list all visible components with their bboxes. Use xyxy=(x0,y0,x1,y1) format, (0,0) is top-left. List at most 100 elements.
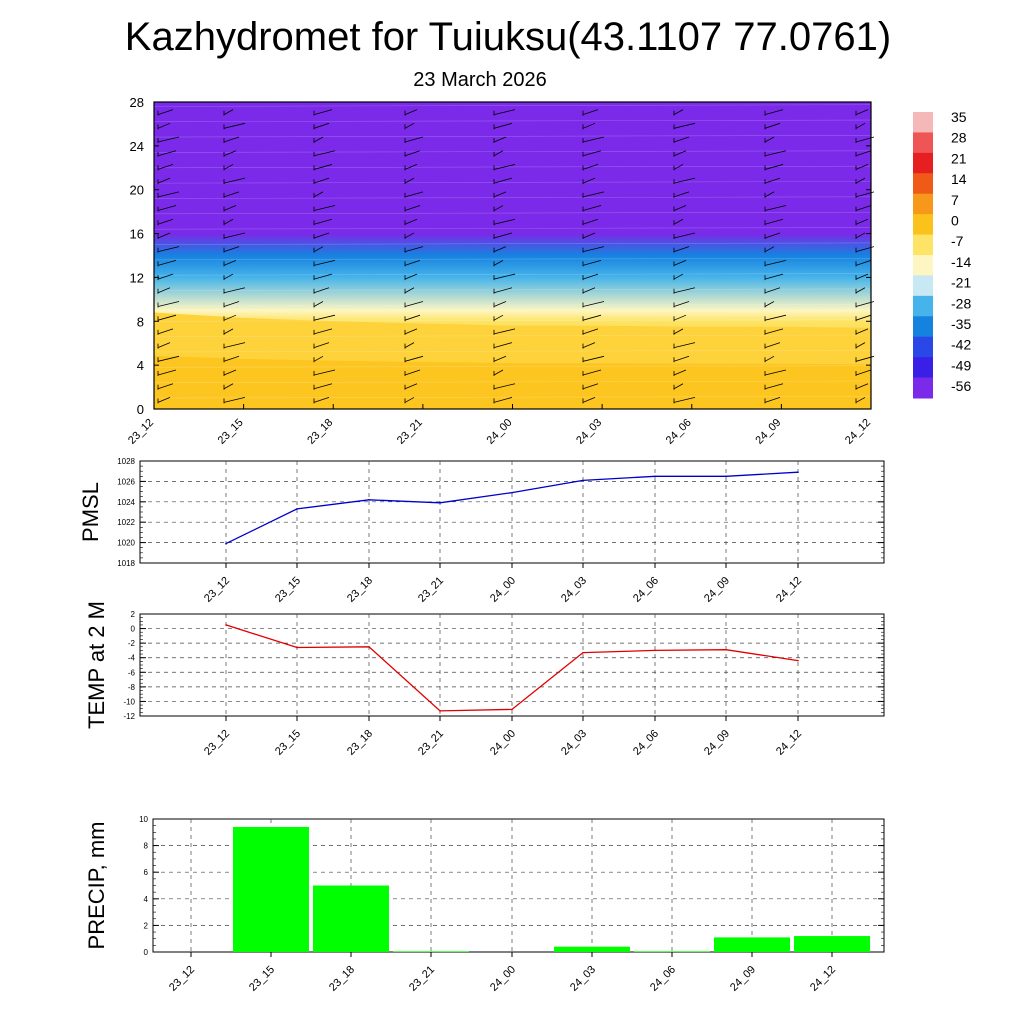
wind-barb xyxy=(855,150,872,157)
wind-barb xyxy=(673,232,696,239)
data-point xyxy=(368,645,370,648)
x-tick-label: 24_00 xyxy=(488,575,518,605)
x-tick-label: 24_09 xyxy=(728,964,758,994)
wind-barb xyxy=(855,259,872,266)
wind-barb xyxy=(582,164,599,170)
colorbar-label: -56 xyxy=(951,378,971,394)
wind-barb xyxy=(157,109,174,115)
wind-barb xyxy=(404,109,418,115)
wind-barb xyxy=(493,122,513,129)
wind-barb xyxy=(673,122,696,129)
x-tick-label: 24_03 xyxy=(568,964,598,994)
contour-line xyxy=(153,242,872,245)
data-point xyxy=(296,508,298,510)
x-tick-label: 23_21 xyxy=(416,575,446,605)
contour-line xyxy=(153,227,872,230)
y-tick-label: 2 xyxy=(131,610,136,619)
wind-barb xyxy=(157,301,180,307)
x-tick-label: 23_12 xyxy=(202,575,232,605)
y-tick-label: 1018 xyxy=(117,559,135,568)
wind-barb xyxy=(493,273,516,280)
data-point xyxy=(654,475,656,478)
x-tick-label: 24_06 xyxy=(631,575,661,605)
bar xyxy=(393,951,469,952)
wind-barb xyxy=(855,232,866,239)
wind-barb xyxy=(313,218,333,225)
wind-barb xyxy=(404,246,424,253)
wind-barb xyxy=(493,369,504,376)
x-tick-label: 24_09 xyxy=(702,575,732,605)
wind-barb xyxy=(493,246,507,253)
wind-barb xyxy=(493,177,513,184)
colorbar-swatch xyxy=(913,214,933,236)
wind-barb xyxy=(764,287,781,294)
wind-barb xyxy=(764,355,775,362)
wind-barb xyxy=(855,164,869,170)
data-point xyxy=(225,542,227,545)
wind-barb xyxy=(223,287,246,294)
wind-barb xyxy=(493,301,507,307)
chart-date: 23 March 2026 xyxy=(413,69,546,91)
wind-barb xyxy=(855,273,869,280)
wind-barb xyxy=(764,177,781,184)
wind-barb xyxy=(223,259,237,266)
x-tick-label: 24_00 xyxy=(485,417,515,447)
wind-barb xyxy=(673,218,684,225)
wind-barb xyxy=(157,232,171,239)
wind-barb xyxy=(582,355,605,362)
wind-barb xyxy=(764,301,775,307)
wind-barb xyxy=(313,342,330,348)
y-axis-label: TEMP at 2 M xyxy=(84,601,109,729)
colorbar-label: 35 xyxy=(951,109,967,125)
x-tick-label: 23_18 xyxy=(345,575,375,605)
x-tick-label: 23_12 xyxy=(167,964,197,994)
wind-barb xyxy=(223,314,237,321)
wind-barb xyxy=(157,150,177,157)
wind-barb xyxy=(404,369,421,376)
wind-barb xyxy=(673,246,690,253)
wind-barb xyxy=(673,355,690,362)
wind-barb xyxy=(582,301,605,307)
wind-barb xyxy=(764,328,784,335)
wind-barb xyxy=(582,205,602,211)
wind-barb xyxy=(764,397,781,403)
wind-barb xyxy=(493,342,513,348)
wind-barb xyxy=(404,383,418,390)
y-tick-label: 1024 xyxy=(117,498,135,507)
wind-barb xyxy=(223,205,237,211)
wind-barb xyxy=(313,136,324,143)
wind-barb xyxy=(673,150,687,157)
x-tick-label: 23_15 xyxy=(247,964,277,994)
wind-barb xyxy=(313,246,324,253)
x-tick-label: 24_03 xyxy=(559,728,589,758)
wind-barb xyxy=(404,259,421,266)
wind-barb xyxy=(313,369,336,376)
wind-barb xyxy=(313,383,333,390)
wind-barb xyxy=(404,150,421,157)
wind-barb xyxy=(493,314,504,321)
wind-barb xyxy=(404,218,418,225)
x-tick-label: 24_06 xyxy=(631,728,661,758)
wind-barb xyxy=(223,397,246,403)
wind-barb xyxy=(582,122,596,129)
y-tick-label: -2 xyxy=(128,639,136,648)
data-point xyxy=(654,649,656,652)
wind-barb xyxy=(313,355,324,362)
wind-barb xyxy=(223,328,234,335)
wind-barb xyxy=(157,177,171,184)
wind-barb xyxy=(157,287,171,294)
contour-line xyxy=(153,288,872,291)
wind-barb xyxy=(673,342,696,348)
wind-barb xyxy=(313,205,336,211)
y-tick-label: 16 xyxy=(130,227,144,242)
wind-barb xyxy=(493,383,516,390)
x-tick-label: 24_09 xyxy=(753,417,783,447)
wind-barb xyxy=(673,164,684,170)
y-tick-label: 1026 xyxy=(117,477,135,486)
wind-barb xyxy=(673,205,687,211)
wind-barb xyxy=(157,342,171,348)
wind-barb xyxy=(313,191,324,198)
wind-barb xyxy=(582,150,602,157)
wind-barb xyxy=(582,383,599,390)
x-tick-label: 24_12 xyxy=(808,964,838,994)
